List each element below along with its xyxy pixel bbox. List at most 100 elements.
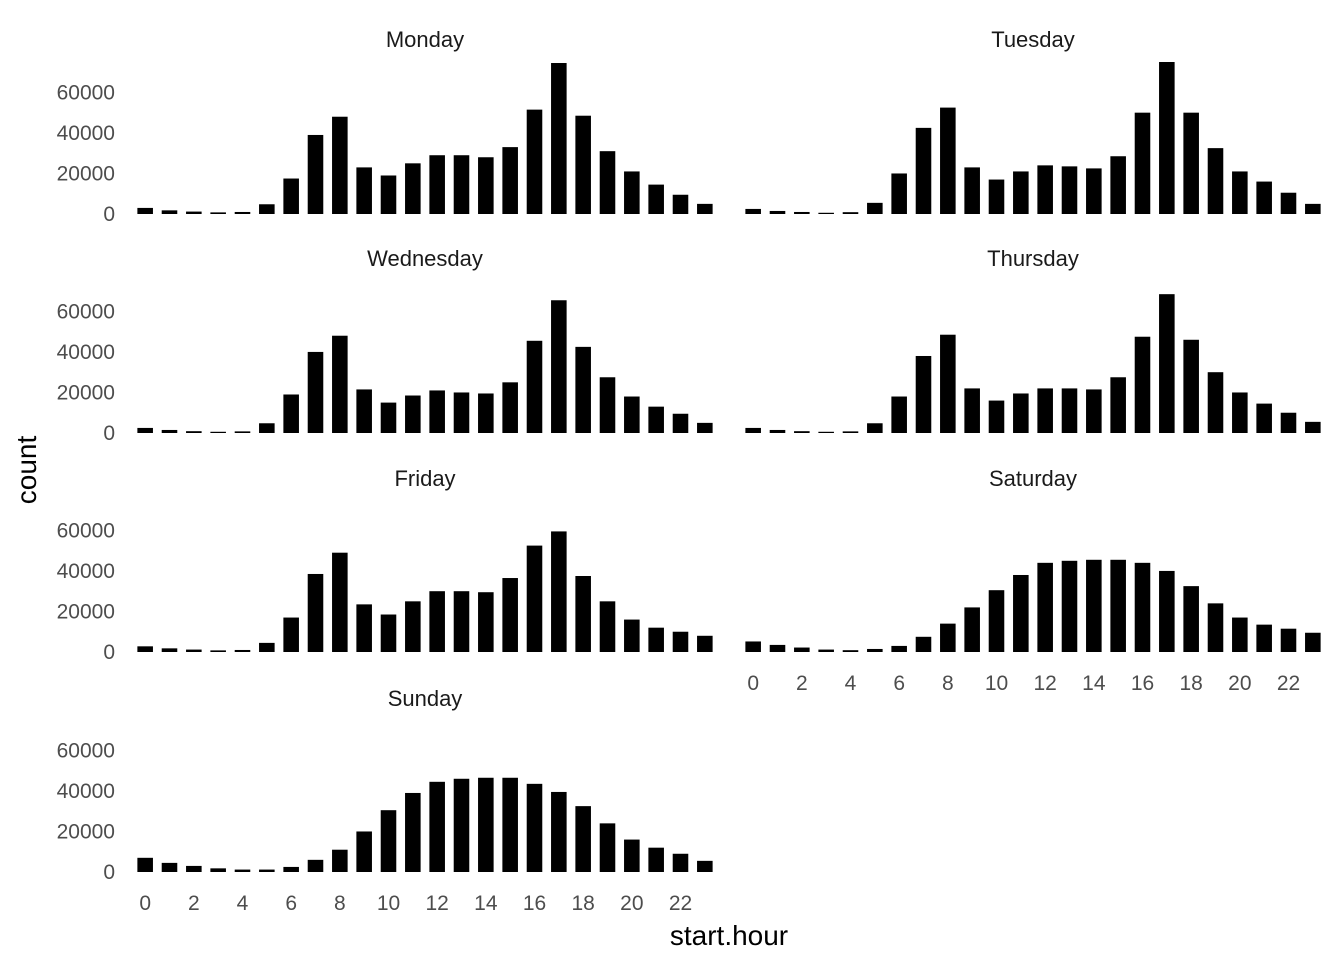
panel-sunday: Sunday 0 20000 40000 60000 0 2 4 6 8 10 12 14 16 18 20 2… <box>57 686 713 915</box>
bar-monday-hour-8 <box>332 116 348 214</box>
bar-friday-hour-3 <box>210 650 226 652</box>
bar-wednesday-hour-11 <box>405 395 421 433</box>
panel-title-sunday: Sunday <box>388 686 463 711</box>
bar-saturday-hour-11 <box>1013 574 1029 652</box>
bar-wednesday-hour-4 <box>234 431 251 433</box>
bar-friday-hour-10 <box>380 614 397 652</box>
y-axis-title: count <box>11 436 42 505</box>
bar-saturday-hour-8 <box>940 623 956 652</box>
bar-sunday-hour-18 <box>575 806 591 872</box>
bar-monday-hour-5 <box>259 204 275 214</box>
y-tick-label: 40000 <box>57 341 115 364</box>
panel-monday: Monday 0 20000 40000 60000 <box>57 27 713 226</box>
panel-saturday: Saturday 0 2 4 6 8 10 12 14 16 18 20 22 <box>745 466 1321 695</box>
bar-thursday-hour-23 <box>1305 421 1321 433</box>
bar-friday-hour-0 <box>137 646 153 652</box>
y-tick-label: 60000 <box>57 519 115 542</box>
x-tick-label: 8 <box>334 892 346 915</box>
bar-tuesday-hour-15 <box>1110 156 1126 214</box>
bar-monday-hour-3 <box>210 212 226 214</box>
bar-monday-hour-19 <box>599 151 616 214</box>
y-tick-label: 40000 <box>57 780 115 803</box>
bar-sunday-hour-0 <box>137 857 153 872</box>
bar-friday-hour-23 <box>697 635 713 652</box>
bar-monday-hour-0 <box>137 207 153 214</box>
bar-friday-hour-8 <box>332 552 348 652</box>
bar-wednesday-hour-18 <box>575 346 591 433</box>
panels-group: Monday0200004000060000TuesdayWednesday02… <box>57 27 1321 915</box>
bar-wednesday-hour-9 <box>356 389 372 433</box>
bar-thursday-hour-11 <box>1013 393 1029 433</box>
bar-wednesday-hour-21 <box>648 406 664 433</box>
bar-monday-hour-4 <box>234 211 251 214</box>
bar-thursday-hour-4 <box>842 431 859 433</box>
bar-wednesday-hour-3 <box>210 431 226 433</box>
bar-monday-hour-14 <box>478 157 494 214</box>
bar-friday-hour-2 <box>186 649 202 652</box>
bar-sunday-hour-5 <box>259 869 275 872</box>
panel-title-wednesday: Wednesday <box>367 246 483 271</box>
bar-friday-hour-9 <box>356 604 372 652</box>
bar-monday-hour-7 <box>307 134 324 214</box>
bar-tuesday-hour-19 <box>1207 148 1224 214</box>
bar-saturday-hour-7 <box>915 636 932 652</box>
panel-friday: Friday 0 20000 40000 60000 <box>57 466 713 664</box>
x-tick-label: 2 <box>796 672 808 695</box>
x-tick-label: 22 <box>1277 672 1300 695</box>
bar-thursday-hour-14 <box>1086 389 1102 433</box>
panel-thursday: Thursday <box>745 246 1321 433</box>
bar-wednesday-hour-8 <box>332 335 348 433</box>
bar-thursday-hour-22 <box>1280 412 1297 433</box>
bar-friday-hour-11 <box>405 601 421 652</box>
bar-saturday-hour-15 <box>1110 559 1126 652</box>
bar-friday-hour-16 <box>526 545 543 652</box>
bar-sunday-hour-19 <box>599 823 616 872</box>
bar-wednesday-hour-14 <box>478 393 494 433</box>
bar-wednesday-hour-5 <box>259 423 275 433</box>
bar-thursday-hour-15 <box>1110 377 1126 433</box>
x-tick-label: 14 <box>474 892 498 915</box>
bar-wednesday-hour-15 <box>502 382 518 433</box>
bar-wednesday-hour-10 <box>380 402 397 433</box>
x-tick-label: 18 <box>571 892 594 915</box>
bar-friday-hour-21 <box>648 627 664 652</box>
bar-saturday-hour-5 <box>867 648 883 652</box>
bar-thursday-hour-6 <box>891 396 907 433</box>
bar-wednesday-hour-22 <box>672 413 689 433</box>
bar-saturday-hour-13 <box>1061 560 1078 652</box>
bar-monday-hour-13 <box>453 155 470 214</box>
bar-thursday-hour-12 <box>1037 388 1053 433</box>
bar-thursday-hour-16 <box>1134 336 1151 433</box>
bar-tuesday-hour-23 <box>1305 203 1321 214</box>
bar-tuesday-hour-12 <box>1037 165 1053 214</box>
y-tick-label: 60000 <box>57 81 115 104</box>
bar-wednesday-hour-2 <box>186 431 202 433</box>
bar-monday-hour-12 <box>429 155 445 214</box>
y-tick-label: 40000 <box>57 560 115 583</box>
bar-wednesday-hour-6 <box>283 394 299 433</box>
x-tick-label: 8 <box>942 672 954 695</box>
bar-sunday-hour-9 <box>356 831 372 872</box>
bar-sunday-hour-12 <box>429 781 445 872</box>
bar-monday-hour-16 <box>526 109 543 214</box>
x-tick-label: 20 <box>1228 672 1251 695</box>
x-tick-label: 16 <box>523 892 546 915</box>
panel-title-tuesday: Tuesday <box>991 27 1075 52</box>
x-tick-label: 10 <box>985 672 1008 695</box>
bar-thursday-hour-9 <box>964 388 980 433</box>
bar-tuesday-hour-5 <box>867 202 883 214</box>
x-axis-title: start.hour <box>670 920 788 951</box>
bar-saturday-hour-22 <box>1280 628 1297 652</box>
x-tick-label: 6 <box>285 892 297 915</box>
bar-tuesday-hour-16 <box>1134 112 1151 214</box>
bar-saturday-hour-9 <box>964 607 980 652</box>
y-tick-label: 60000 <box>57 739 115 762</box>
bar-monday-hour-1 <box>161 210 178 214</box>
bar-sunday-hour-14 <box>478 777 494 872</box>
panel-title-thursday: Thursday <box>987 246 1079 271</box>
bar-monday-hour-2 <box>186 211 202 214</box>
bar-sunday-hour-8 <box>332 849 348 872</box>
bar-saturday-hour-21 <box>1256 624 1272 652</box>
bar-friday-hour-22 <box>672 631 689 652</box>
bar-sunday-hour-17 <box>551 791 567 872</box>
